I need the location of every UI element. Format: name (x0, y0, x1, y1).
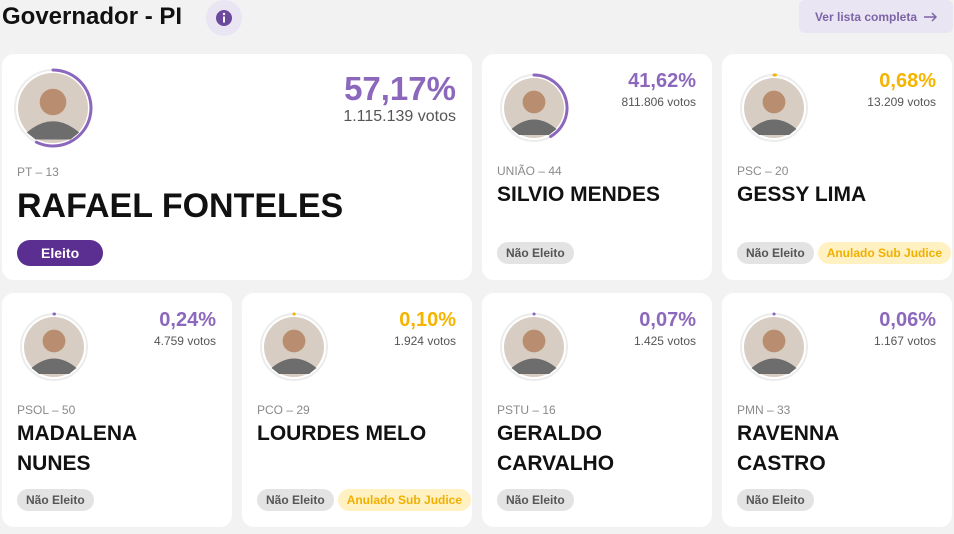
status-badge: Não Eleito (497, 242, 574, 264)
badges: Eleito (17, 240, 104, 266)
candidate-photo-ring (740, 312, 808, 381)
badges: Não Eleito (497, 242, 574, 264)
badges: Não Eleito (737, 489, 814, 511)
candidate-card: 41,62% 811.806 votos UNIÃO – 44 SILVIO MEND… (482, 54, 712, 280)
votes: 1.425 votos (633, 334, 696, 348)
candidate-card: 0,24% 4.759 votos PSOL – 50 MADALENA NUNES N… (2, 293, 232, 527)
photo-body (751, 358, 797, 374)
party: PSTU – 16 (497, 403, 556, 417)
votes: 811.806 votos (621, 95, 696, 109)
party: PMN – 33 (737, 403, 791, 417)
arrow-icon (924, 11, 938, 22)
votes: 1.924 votos (393, 334, 456, 348)
view-all-label: Ver lista completa (814, 9, 918, 24)
photo-head (522, 329, 546, 353)
status-badge: Anulado Sub Judice (817, 242, 952, 264)
status-badge: Não Eleito (737, 489, 814, 511)
photo-head (282, 329, 306, 353)
candidate-name: RAVENNA CASTRO (737, 422, 839, 475)
status-badge: Não Eleito (257, 489, 334, 511)
percent: 0,07% (639, 309, 696, 331)
candidate-card: 57,17% 1.115.139 votos PT – 13 RAFAEL FONTE… (2, 54, 472, 280)
status-badge: Não Eleito (497, 489, 574, 511)
candidate-photo-ring (14, 68, 93, 148)
percent-arc (34, 68, 93, 148)
candidate-photo-ring (260, 312, 328, 381)
party: PSOL – 50 (17, 403, 76, 417)
info-icon[interactable] (206, 0, 244, 38)
photo-body (751, 119, 797, 135)
candidate-photo-ring (20, 312, 88, 381)
candidate-photo-ring (500, 312, 568, 381)
photo-body (271, 358, 317, 374)
percent-arc (532, 73, 569, 139)
photo-body (511, 119, 557, 135)
view-all-button[interactable]: Ver lista completa (799, 0, 953, 33)
percent: 0,24% (159, 309, 216, 331)
badges: Não Eleito Anulado Sub Judice (737, 242, 952, 264)
badges: Não Eleito (497, 489, 574, 511)
photo-head (762, 90, 786, 114)
percent: 0,06% (879, 309, 936, 331)
status-badge: Não Eleito (737, 242, 814, 264)
percent: 0,10% (399, 309, 456, 331)
votes: 1.115.139 votos (343, 108, 456, 125)
candidate-photo-ring (740, 73, 808, 142)
votes: 13.209 votos (867, 95, 936, 109)
status-badge: Não Eleito (17, 489, 94, 511)
candidate-name: GERALDO CARVALHO (497, 422, 615, 475)
votes: 4.759 votos (153, 334, 216, 348)
candidate-card: 0,10% 1.924 votos PCO – 29 LOURDES MELO Não … (242, 293, 472, 527)
party: PCO – 29 (257, 403, 310, 417)
percent: 57,17% (344, 70, 456, 107)
candidate-card: 0,07% 1.425 votos PSTU – 16 GERALDO CARVALH… (482, 293, 712, 527)
party: PSC – 20 (737, 164, 789, 178)
candidate-name: RAFAEL FONTELES (17, 187, 344, 225)
photo-head (762, 329, 786, 353)
candidate-name: GESSY LIMA (737, 183, 867, 206)
photo-body (31, 358, 77, 374)
photo-head (42, 329, 66, 353)
page-title: Governador - PI (2, 3, 183, 30)
photo-body (511, 358, 557, 374)
photo-body (26, 121, 80, 140)
badges: Não Eleito Anulado Sub Judice (257, 489, 472, 511)
candidate-photo-ring (500, 73, 569, 142)
photo-head (39, 88, 67, 116)
candidate-card: 0,06% 1.167 votos PMN – 33 RAVENNA CASTRO Nã… (722, 293, 952, 527)
candidate-name: SILVIO MENDES (497, 183, 660, 206)
percent: 0,68% (879, 70, 936, 92)
candidate-name: LOURDES MELO (257, 422, 427, 445)
status-badge: Eleito (17, 240, 104, 266)
party: UNIÃO – 44 (497, 164, 562, 178)
party: PT – 13 (17, 165, 59, 179)
votes: 1.167 votos (873, 334, 936, 348)
photo-head (522, 90, 546, 114)
candidate-card: 0,68% 13.209 votos PSC – 20 GESSY LIMA Não E… (722, 54, 952, 280)
candidate-name: MADALENA NUNES (17, 422, 137, 475)
status-badge: Anulado Sub Judice (337, 489, 472, 511)
badges: Não Eleito (17, 489, 94, 511)
percent: 41,62% (628, 70, 696, 92)
